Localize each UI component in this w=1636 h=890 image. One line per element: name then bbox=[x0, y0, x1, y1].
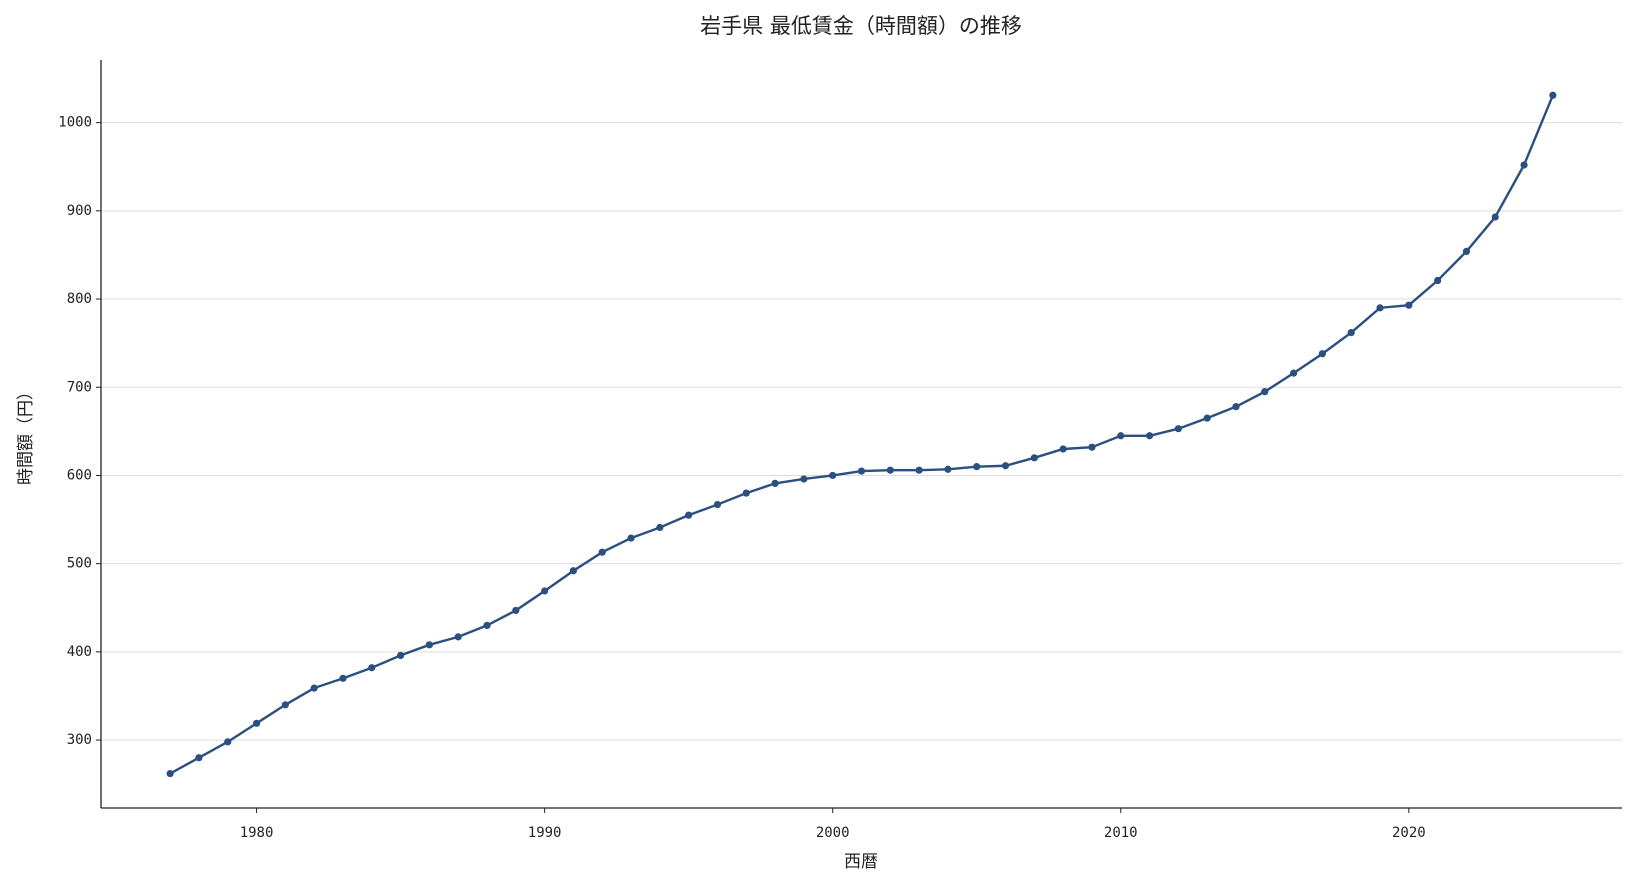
point bbox=[713, 500, 722, 509]
point bbox=[886, 466, 894, 474]
x-tick-label: 1980 bbox=[240, 825, 274, 841]
point bbox=[396, 651, 405, 660]
point bbox=[742, 489, 750, 497]
point bbox=[1030, 454, 1038, 462]
point bbox=[771, 479, 779, 487]
y-tick-label: 500 bbox=[67, 556, 92, 572]
point bbox=[281, 701, 289, 709]
y-axis-label: 時間額（円） bbox=[16, 383, 36, 485]
point bbox=[1174, 425, 1182, 433]
point bbox=[512, 606, 520, 615]
point bbox=[483, 621, 491, 630]
point bbox=[252, 719, 261, 727]
point bbox=[1059, 445, 1067, 453]
point bbox=[685, 511, 693, 519]
point bbox=[1290, 369, 1298, 377]
x-tick-label: 2010 bbox=[1104, 825, 1138, 841]
point bbox=[1434, 276, 1442, 285]
point bbox=[1203, 414, 1211, 422]
point bbox=[829, 471, 837, 480]
point bbox=[166, 769, 174, 778]
x-axis-label: 西暦 bbox=[844, 852, 878, 872]
point bbox=[944, 465, 952, 473]
x-tick-label: 2020 bbox=[1392, 825, 1426, 841]
point bbox=[1001, 462, 1010, 470]
y-tick-label: 300 bbox=[67, 732, 92, 748]
point bbox=[1318, 350, 1327, 358]
point bbox=[800, 475, 808, 483]
point bbox=[1347, 328, 1355, 337]
point bbox=[454, 633, 462, 641]
point bbox=[1145, 432, 1154, 440]
point bbox=[656, 523, 664, 532]
point bbox=[1462, 247, 1471, 256]
point bbox=[973, 463, 981, 471]
y-tick-label: 400 bbox=[67, 644, 92, 660]
y-tick-label: 700 bbox=[67, 379, 92, 395]
point bbox=[425, 641, 433, 649]
point bbox=[1261, 388, 1269, 396]
point bbox=[1117, 432, 1125, 440]
point bbox=[1520, 161, 1528, 169]
line bbox=[169, 94, 1554, 775]
point bbox=[368, 664, 376, 672]
point bbox=[627, 534, 635, 542]
point bbox=[1491, 213, 1499, 221]
chart-title: 岩手県 最低賃金（時間額）の推移 bbox=[700, 14, 1022, 38]
point bbox=[541, 587, 549, 595]
point bbox=[915, 466, 923, 474]
point bbox=[598, 548, 606, 556]
y-tick-label: 900 bbox=[67, 203, 92, 219]
y-tick-label: 600 bbox=[67, 467, 92, 483]
point bbox=[310, 684, 318, 692]
y-tick-label: 1000 bbox=[58, 115, 92, 131]
point bbox=[1376, 304, 1384, 312]
point bbox=[1088, 443, 1096, 451]
point bbox=[1549, 91, 1557, 99]
point bbox=[224, 738, 232, 746]
point bbox=[195, 754, 203, 762]
x-tick-label: 1990 bbox=[528, 825, 562, 841]
point bbox=[339, 674, 347, 682]
point bbox=[1232, 403, 1240, 411]
y-tick-label: 800 bbox=[67, 291, 92, 307]
point bbox=[1405, 301, 1413, 309]
x-tick-label: 2000 bbox=[816, 825, 850, 841]
point bbox=[569, 567, 578, 575]
point bbox=[857, 467, 866, 475]
